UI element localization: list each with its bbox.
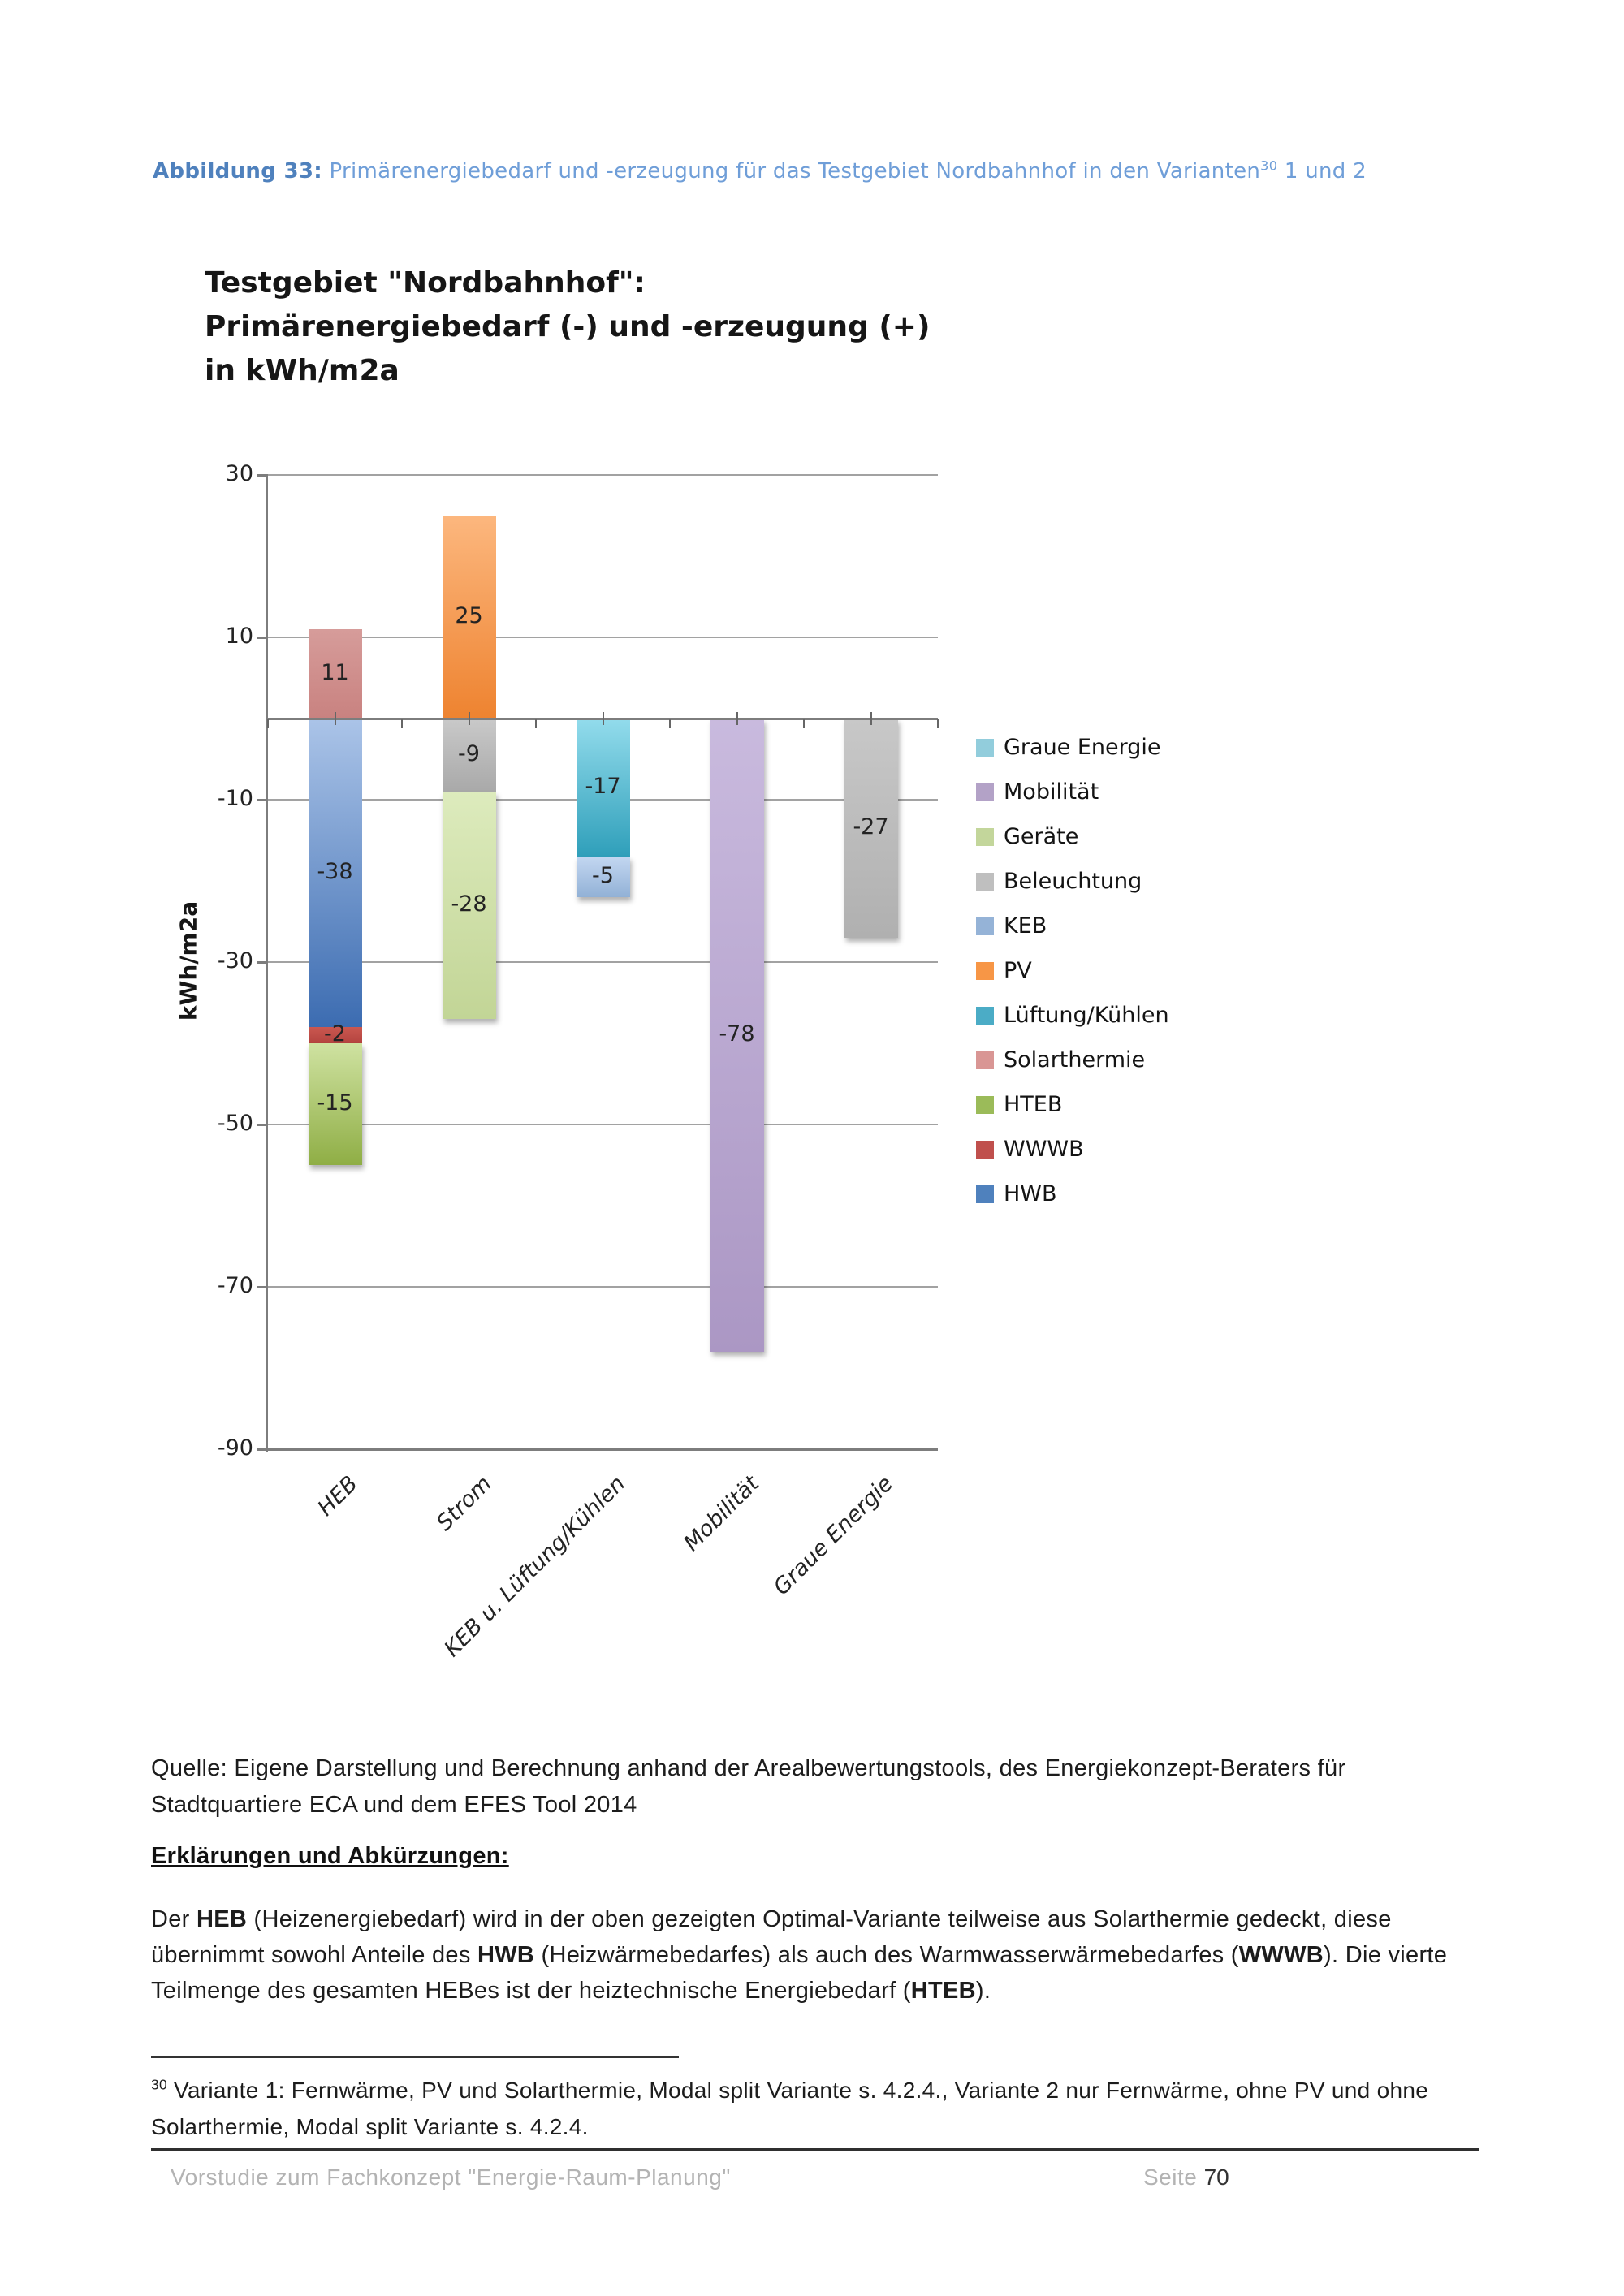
bar-value-label: -2 <box>324 1021 346 1047</box>
y-axis-tick-label: -10 <box>217 786 253 811</box>
bar-value-label: -28 <box>451 891 487 917</box>
legend-swatch-pv-icon <box>976 962 994 980</box>
y-axis-tick-label: 10 <box>225 624 253 649</box>
bar-value-label: -38 <box>317 859 353 884</box>
legend-label-keb: KEB <box>1004 913 1047 939</box>
bar-segment-l-ftung-k-hlen <box>576 719 630 857</box>
legend-label-wwwb: WWWB <box>1004 1137 1084 1162</box>
y-axis-tick-label: -70 <box>217 1273 253 1298</box>
y-axis-tick <box>257 474 268 477</box>
category-boundary-tick <box>535 719 537 728</box>
legend-label-pv: PV <box>1004 958 1032 983</box>
category-center-tick <box>870 712 872 725</box>
legend-swatch-l-ftung-k-hlen-icon <box>976 1007 994 1025</box>
footer-page-label: Seite <box>1143 2164 1204 2190</box>
bar-segment-hwb <box>308 719 362 1027</box>
x-axis-label: HEB <box>312 1471 363 1521</box>
y-axis-tick <box>257 1448 268 1451</box>
y-axis-tick <box>257 799 268 801</box>
legend-swatch-wwwb-icon <box>976 1141 994 1159</box>
y-axis-tick <box>257 637 268 639</box>
legend-swatch-beleuchtung-icon <box>976 873 994 891</box>
legend-swatch-hteb-icon <box>976 1096 994 1114</box>
legend-label-hteb: HTEB <box>1004 1092 1063 1117</box>
bar-value-label: 11 <box>321 660 349 685</box>
legend-label-beleuchtung: Beleuchtung <box>1004 869 1142 894</box>
y-axis-tick-label: 30 <box>225 461 253 486</box>
y-axis-tick-label: -50 <box>217 1111 253 1136</box>
y-axis-tick-label: -30 <box>217 948 253 973</box>
bar-segment-hteb <box>308 1043 362 1165</box>
y-axis-tick <box>257 1286 268 1288</box>
section-heading: Erklärungen und Abkürzungen: <box>151 1843 509 1869</box>
bar-segment-beleuchtung <box>442 719 496 792</box>
bar-value-label: -15 <box>317 1090 353 1116</box>
bar-segment-graue-energie <box>844 719 898 938</box>
bar-segment-mobilit-t <box>710 719 764 1352</box>
legend-swatch-mobilit-t-icon <box>976 783 994 801</box>
x-axis-label: Strom <box>431 1471 497 1536</box>
source-note: Quelle: Eigene Darstellung und Berechnun… <box>151 1755 1346 1818</box>
category-center-tick <box>602 712 604 725</box>
footer-page: Seite 70 <box>1143 2164 1229 2190</box>
gridline <box>268 961 938 963</box>
footnote-separator <box>151 2056 679 2058</box>
bar-segment-keb <box>576 857 630 897</box>
y-axis-tick <box>257 1124 268 1126</box>
footnote-text: 30 Variante 1: Fernwärme, PV und Solarth… <box>151 2076 1429 2139</box>
bar-value-label: -17 <box>585 774 621 799</box>
figure-caption: Abbildung 33: Primärenergiebedarf und -e… <box>153 158 1367 183</box>
legend-label-hwb: HWB <box>1004 1181 1057 1206</box>
bar-value-label: -5 <box>592 863 614 888</box>
category-boundary-tick <box>937 719 939 728</box>
y-axis-tick <box>257 961 268 964</box>
bar-value-label: -78 <box>719 1021 755 1047</box>
explanation-paragraph: Der HEB (Heizenergiebedarf) wird in der … <box>151 1906 1448 2004</box>
category-boundary-tick <box>803 719 805 728</box>
chart-title: Testgebiet "Nordbahnhof": Primärenergieb… <box>205 261 930 393</box>
bar-value-label: 25 <box>455 603 483 628</box>
legend-label-graue-energie: Graue Energie <box>1004 735 1161 760</box>
bar-value-label: -9 <box>458 741 480 766</box>
legend-swatch-keb-icon <box>976 917 994 935</box>
chart-title-line-1: Testgebiet "Nordbahnhof": <box>205 266 646 300</box>
footer-title: Vorstudie zum Fachkonzept "Energie-Raum-… <box>171 2164 731 2190</box>
footer-rule <box>151 2148 1479 2151</box>
footer-page-number: 70 <box>1203 2164 1229 2190</box>
category-center-tick <box>334 712 336 725</box>
x-axis-label: Mobilität <box>679 1471 765 1556</box>
category-boundary-tick <box>401 719 403 728</box>
gridline <box>268 1448 938 1451</box>
legend-swatch-ger-te-icon <box>976 828 994 846</box>
legend-swatch-graue-energie-icon <box>976 739 994 757</box>
category-boundary-tick <box>669 719 671 728</box>
y-axis-line <box>266 475 268 1452</box>
legend-label-ger-te: Geräte <box>1004 824 1079 849</box>
gridline <box>268 1124 938 1125</box>
gridline <box>268 474 938 476</box>
chart-title-line-2: Primärenergiebedarf (-) und -erzeugung (… <box>205 310 931 343</box>
category-boundary-tick <box>267 719 269 728</box>
legend-label-mobilit-t: Mobilität <box>1004 779 1099 805</box>
y-axis-tick-label: -90 <box>217 1435 253 1461</box>
legend-label-l-ftung-k-hlen: Lüftung/Kühlen <box>1004 1003 1169 1028</box>
bar-value-label: -27 <box>853 814 889 839</box>
bar-segment-pv <box>442 516 496 719</box>
x-axis-label: Graue Energie <box>769 1471 899 1601</box>
legend-label-solarthermie: Solarthermie <box>1004 1047 1146 1072</box>
bar-segment-wwwb <box>308 1027 362 1043</box>
bar-segment-ger-te <box>442 792 496 1019</box>
category-center-tick <box>468 712 470 725</box>
legend-swatch-hwb-icon <box>976 1185 994 1203</box>
gridline <box>268 1286 938 1288</box>
legend-swatch-solarthermie-icon <box>976 1051 994 1069</box>
category-center-tick <box>736 712 738 725</box>
y-axis-title: kWh/m2a <box>175 900 202 1021</box>
bar-segment-solarthermie <box>308 629 362 719</box>
gridline <box>268 637 938 638</box>
chart-title-line-3: in kWh/m2a <box>205 354 400 387</box>
